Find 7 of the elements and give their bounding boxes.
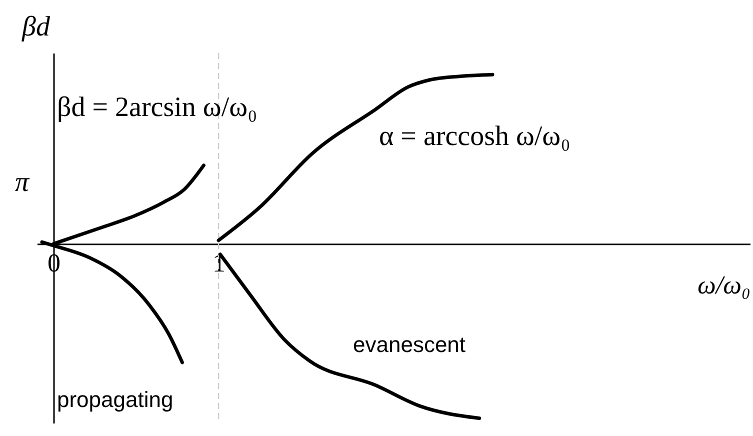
annotation: evanescent: [353, 332, 466, 357]
annotation: α = arccosh ω/ω₀: [379, 121, 570, 152]
text: π: [15, 167, 30, 198]
x-axis-title: ω/ω₀: [698, 270, 750, 300]
y-axis-title: βd: [21, 12, 51, 42]
annotation: βd = 2arcsin ω/ω₀: [57, 92, 258, 123]
annotation: propagating: [57, 387, 174, 412]
